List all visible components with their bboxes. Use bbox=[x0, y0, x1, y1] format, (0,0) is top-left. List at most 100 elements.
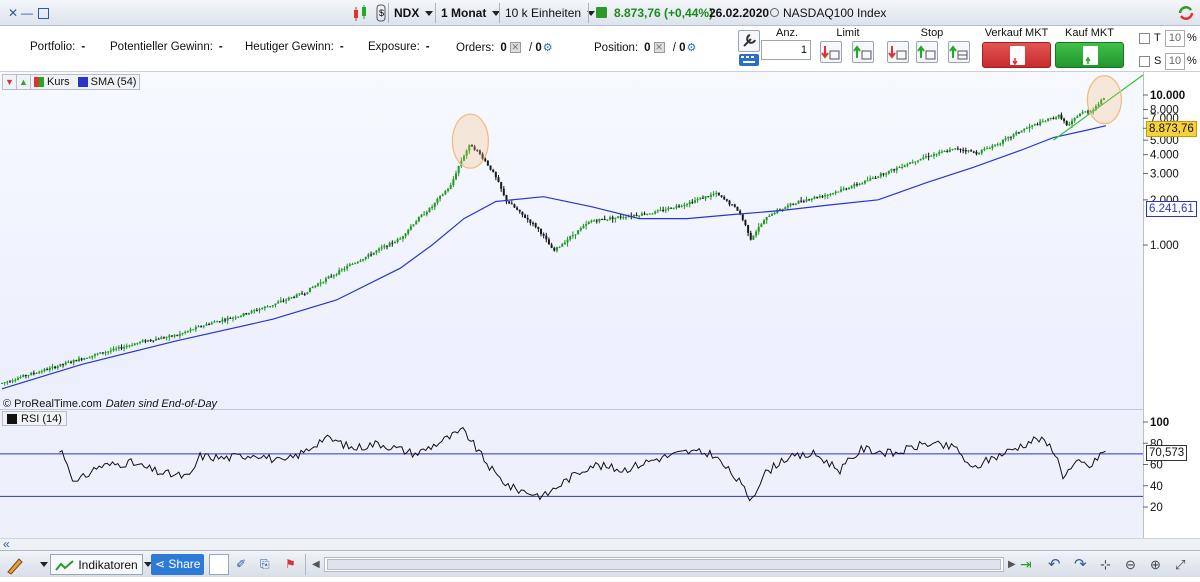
zoom-in-icon[interactable]: ⊕ bbox=[1150, 557, 1161, 572]
price-candle-body bbox=[664, 209, 667, 211]
price-candle-body bbox=[221, 319, 224, 322]
trailing-checkbox[interactable] bbox=[1139, 33, 1150, 44]
buy-market-button[interactable] bbox=[1055, 42, 1124, 68]
scroll-left-icon[interactable]: ◀ bbox=[312, 559, 320, 570]
price-candle-body bbox=[32, 372, 35, 374]
price-candle-body bbox=[1017, 132, 1020, 134]
price-candle-body bbox=[1086, 111, 1089, 113]
chevron-down-icon[interactable] bbox=[138, 554, 152, 575]
price-candle-body bbox=[338, 270, 341, 275]
sell-market-label: Verkauf MKT bbox=[984, 27, 1049, 39]
sell-arrow-icon[interactable]: ▼ bbox=[3, 75, 17, 89]
price-candle-body bbox=[622, 217, 625, 219]
price-candle-body bbox=[911, 162, 914, 164]
price-candle-body bbox=[922, 157, 925, 159]
price-candle-body bbox=[75, 359, 78, 362]
price-candle-body bbox=[192, 329, 195, 331]
wrench-icon[interactable] bbox=[738, 30, 760, 52]
title-bar: ✕ — $ NDX 1 Monat 10 k Einheiten 8.873,7… bbox=[0, 0, 1200, 26]
limit-buy-button[interactable] bbox=[852, 41, 874, 63]
alert-icon[interactable]: ⚑ bbox=[285, 557, 296, 571]
compare-icon[interactable]: ⎘ bbox=[260, 557, 270, 571]
crosshair-icon[interactable]: ⊹ bbox=[1100, 557, 1111, 572]
instrument-info-icon[interactable]: $ bbox=[374, 3, 388, 26]
price-candle-body bbox=[380, 247, 383, 249]
stop-sell-button[interactable] bbox=[887, 41, 909, 63]
refresh-icon[interactable] bbox=[1176, 3, 1196, 26]
price-candle-body bbox=[577, 230, 580, 235]
maximize-window-icon[interactable] bbox=[38, 8, 49, 19]
undo-icon[interactable]: ↶ bbox=[1048, 556, 1061, 573]
sell-market-button[interactable] bbox=[982, 42, 1051, 68]
buy-market-label: Kauf MKT bbox=[1065, 27, 1114, 39]
price-candle-body bbox=[545, 235, 548, 240]
stop-checkbox[interactable] bbox=[1139, 56, 1150, 67]
price-candle-body bbox=[871, 177, 874, 179]
quantity-input[interactable]: 1 bbox=[761, 40, 811, 60]
stop-limit-button[interactable] bbox=[948, 41, 970, 63]
close-window-icon[interactable]: ✕ bbox=[7, 6, 19, 20]
timeframe-selector[interactable]: 1 Monat bbox=[441, 6, 501, 20]
price-candle-body bbox=[1102, 98, 1105, 100]
gear-icon[interactable]: ⚙ bbox=[686, 42, 697, 54]
stop-buy-button[interactable] bbox=[916, 41, 938, 63]
price-candle-body bbox=[701, 197, 704, 199]
price-candle-body bbox=[298, 293, 301, 295]
instrument-radio-icon[interactable] bbox=[770, 8, 779, 17]
price-candle-body bbox=[1009, 136, 1012, 138]
price-candle-body bbox=[1068, 124, 1071, 126]
price-candle-body bbox=[383, 245, 386, 248]
price-candle-body bbox=[59, 363, 62, 367]
fit-screen-icon[interactable]: ⤢ bbox=[1175, 557, 1186, 572]
price-candle-body bbox=[51, 366, 54, 368]
last-price-tag: 8.873,76 bbox=[1146, 121, 1197, 137]
price-chart[interactable]: 1.0002.0003.0004.0005.0006.0007.0008.000… bbox=[0, 72, 1200, 550]
indicators-button[interactable]: Indikatoren bbox=[50, 554, 143, 575]
zoom-out-icon[interactable]: ⊖ bbox=[1125, 557, 1136, 572]
chart-type-candles-icon[interactable] bbox=[352, 4, 370, 25]
price-candle-body bbox=[686, 204, 689, 206]
stop-label: Stop bbox=[920, 27, 944, 39]
chevron-down-icon[interactable] bbox=[34, 554, 48, 575]
layout-icon[interactable] bbox=[209, 554, 229, 575]
scrollbar-thumb[interactable] bbox=[327, 559, 1001, 570]
pencil-draw-icon[interactable] bbox=[4, 554, 26, 575]
chart-scrollbar[interactable] bbox=[324, 557, 1004, 572]
price-candle-body bbox=[385, 245, 388, 247]
keyboard-icon[interactable] bbox=[738, 53, 760, 67]
price-candle-body bbox=[168, 335, 171, 338]
gear-icon[interactable]: ⚙ bbox=[542, 42, 553, 54]
auto-scroll-icon[interactable]: ⇥ bbox=[1020, 556, 1032, 572]
price-candle-body bbox=[486, 160, 489, 166]
price-candle-body bbox=[616, 216, 619, 218]
price-candle-body bbox=[364, 256, 367, 260]
symbol-selector[interactable]: NDX bbox=[394, 6, 434, 20]
scroll-left-double-icon[interactable]: « bbox=[3, 537, 10, 551]
price-candle-body bbox=[216, 321, 219, 323]
price-candle-body bbox=[733, 204, 736, 207]
price-candle-body bbox=[662, 209, 665, 211]
sma-legend-swatch bbox=[77, 77, 88, 87]
price-candle-body bbox=[481, 153, 484, 159]
minimize-window-icon[interactable]: — bbox=[21, 6, 33, 20]
buy-arrow-icon[interactable]: ▲ bbox=[17, 75, 31, 89]
close-position-icon[interactable]: ✕ bbox=[653, 42, 665, 54]
price-candle-body bbox=[396, 239, 399, 243]
price-axis-label: 3.000 bbox=[1150, 168, 1179, 180]
quote-date: 26.02.2020 bbox=[709, 6, 770, 20]
price-candle-body bbox=[553, 247, 556, 251]
trailing-percent-input[interactable]: 10 bbox=[1165, 30, 1185, 47]
stop-percent-input[interactable]: 10 bbox=[1165, 53, 1185, 70]
price-candle-body bbox=[420, 214, 423, 218]
share-label: Share bbox=[168, 557, 201, 571]
units-selector[interactable]: 10 k Einheiten bbox=[505, 6, 596, 20]
price-candle-body bbox=[723, 196, 726, 200]
drawing-tools-icon[interactable]: ✐ bbox=[236, 557, 247, 571]
limit-sell-button[interactable] bbox=[820, 41, 842, 63]
price-candle-body bbox=[1028, 126, 1031, 129]
cancel-orders-icon[interactable]: ✕ bbox=[509, 42, 521, 54]
share-button[interactable]: ⋖ Share bbox=[151, 554, 205, 575]
price-candle-body bbox=[72, 359, 75, 363]
redo-icon[interactable]: ↷ bbox=[1074, 556, 1087, 573]
scroll-right-icon[interactable]: ▶ bbox=[1008, 559, 1016, 570]
